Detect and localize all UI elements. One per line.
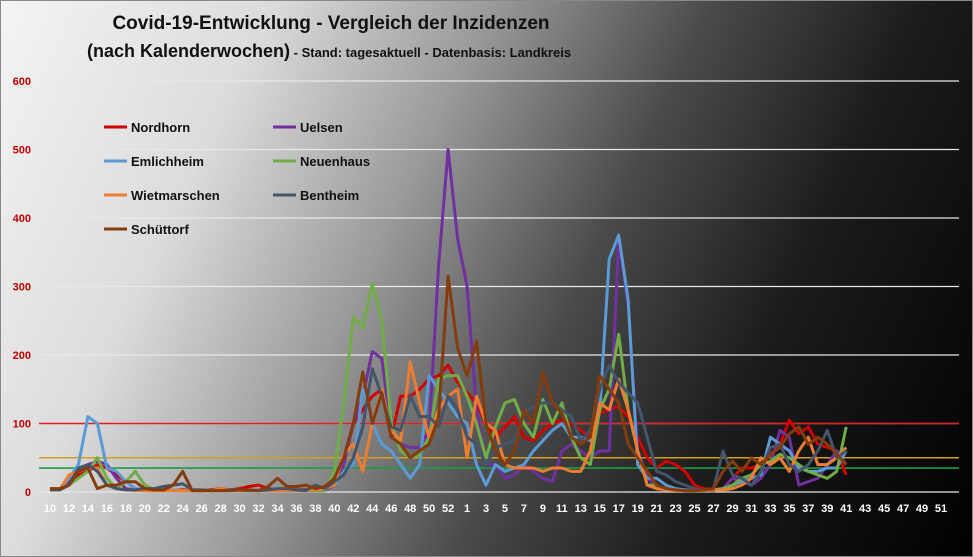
y-tick-label: 100 bbox=[13, 419, 31, 431]
x-tick-label: 32 bbox=[252, 503, 264, 515]
y-tick-label: 300 bbox=[13, 282, 31, 294]
legend-label: Emlichheim bbox=[131, 154, 204, 169]
x-tick-label: 45 bbox=[878, 503, 890, 515]
x-tick-label: 25 bbox=[688, 503, 700, 515]
x-tick-label: 21 bbox=[651, 503, 663, 515]
x-tick-label: 19 bbox=[632, 503, 644, 515]
x-tick-label: 26 bbox=[196, 503, 208, 515]
x-tick-label: 11 bbox=[556, 503, 568, 515]
x-tick-label: 35 bbox=[783, 503, 795, 515]
x-tick-label: 29 bbox=[726, 503, 738, 515]
x-tick-label: 27 bbox=[707, 503, 719, 515]
x-tick-label: 30 bbox=[233, 503, 245, 515]
x-tick-label: 36 bbox=[290, 503, 302, 515]
x-tick-label: 10 bbox=[44, 503, 56, 515]
x-tick-label: 14 bbox=[82, 503, 95, 515]
x-tick-label: 38 bbox=[309, 503, 321, 515]
x-tick-label: 12 bbox=[63, 503, 75, 515]
x-tick-label: 43 bbox=[859, 503, 871, 515]
legend-label: Schüttorf bbox=[131, 222, 189, 237]
series-line-emlichheim bbox=[50, 233, 848, 493]
x-tick-label: 49 bbox=[916, 503, 928, 515]
y-tick-label: 200 bbox=[13, 350, 31, 362]
x-tick-label: 39 bbox=[821, 503, 833, 515]
series-line-nordhorn bbox=[49, 363, 848, 493]
x-tick-label: 52 bbox=[442, 503, 454, 515]
x-tick-label: 7 bbox=[521, 503, 527, 515]
x-tick-label: 47 bbox=[897, 503, 909, 515]
y-tick-label: 400 bbox=[13, 213, 31, 225]
x-tick-label: 33 bbox=[764, 503, 776, 515]
x-tick-label: 3 bbox=[483, 503, 489, 515]
series-line-bentheim bbox=[50, 363, 848, 493]
x-tick-label: 37 bbox=[802, 503, 814, 515]
legend-label: Neuenhaus bbox=[300, 154, 370, 169]
subtitle-note: - Stand: tagesaktuell - Datenbasis: Land… bbox=[290, 45, 572, 60]
x-tick-label: 46 bbox=[385, 503, 397, 515]
x-tick-label: 41 bbox=[840, 503, 852, 515]
x-tick-label: 44 bbox=[366, 503, 379, 515]
series-line-wietmarschen bbox=[50, 360, 848, 493]
series-line-schüttorf bbox=[50, 274, 848, 493]
legend-label: Uelsen bbox=[300, 120, 343, 135]
legend-label: Nordhorn bbox=[131, 120, 190, 135]
legend-label: Wietmarschen bbox=[131, 188, 220, 203]
y-tick-label: 600 bbox=[13, 76, 31, 88]
x-tick-label: 40 bbox=[328, 503, 340, 515]
x-tick-label: 5 bbox=[502, 503, 508, 515]
y-tick-label: 500 bbox=[13, 145, 31, 157]
subtitle-main: (nach Kalenderwochen) bbox=[87, 41, 291, 61]
chart-subtitle: (nach Kalenderwochen) - Stand: tagesaktu… bbox=[87, 41, 571, 62]
x-tick-label: 48 bbox=[404, 503, 416, 515]
x-tick-label: 1 bbox=[464, 503, 470, 515]
x-tick-label: 34 bbox=[271, 503, 284, 515]
x-tick-label: 18 bbox=[120, 503, 132, 515]
x-tick-label: 31 bbox=[745, 503, 757, 515]
x-tick-label: 16 bbox=[101, 503, 113, 515]
x-tick-label: 9 bbox=[540, 503, 546, 515]
x-tick-label: 20 bbox=[139, 503, 151, 515]
x-tick-label: 17 bbox=[613, 503, 625, 515]
x-tick-label: 24 bbox=[177, 503, 190, 515]
x-tick-label: 15 bbox=[594, 503, 606, 515]
x-tick-label: 51 bbox=[935, 503, 947, 515]
x-tick-label: 22 bbox=[158, 503, 170, 515]
legend-label: Bentheim bbox=[300, 188, 359, 203]
x-tick-label: 13 bbox=[575, 503, 587, 515]
y-tick-label: 0 bbox=[25, 487, 31, 499]
x-tick-label: 42 bbox=[347, 503, 359, 515]
x-tick-label: 50 bbox=[423, 503, 435, 515]
x-tick-label: 28 bbox=[214, 503, 226, 515]
x-tick-label: 23 bbox=[669, 503, 681, 515]
chart-title: Covid-19-Entwicklung - Vergleich der Inz… bbox=[112, 13, 550, 34]
